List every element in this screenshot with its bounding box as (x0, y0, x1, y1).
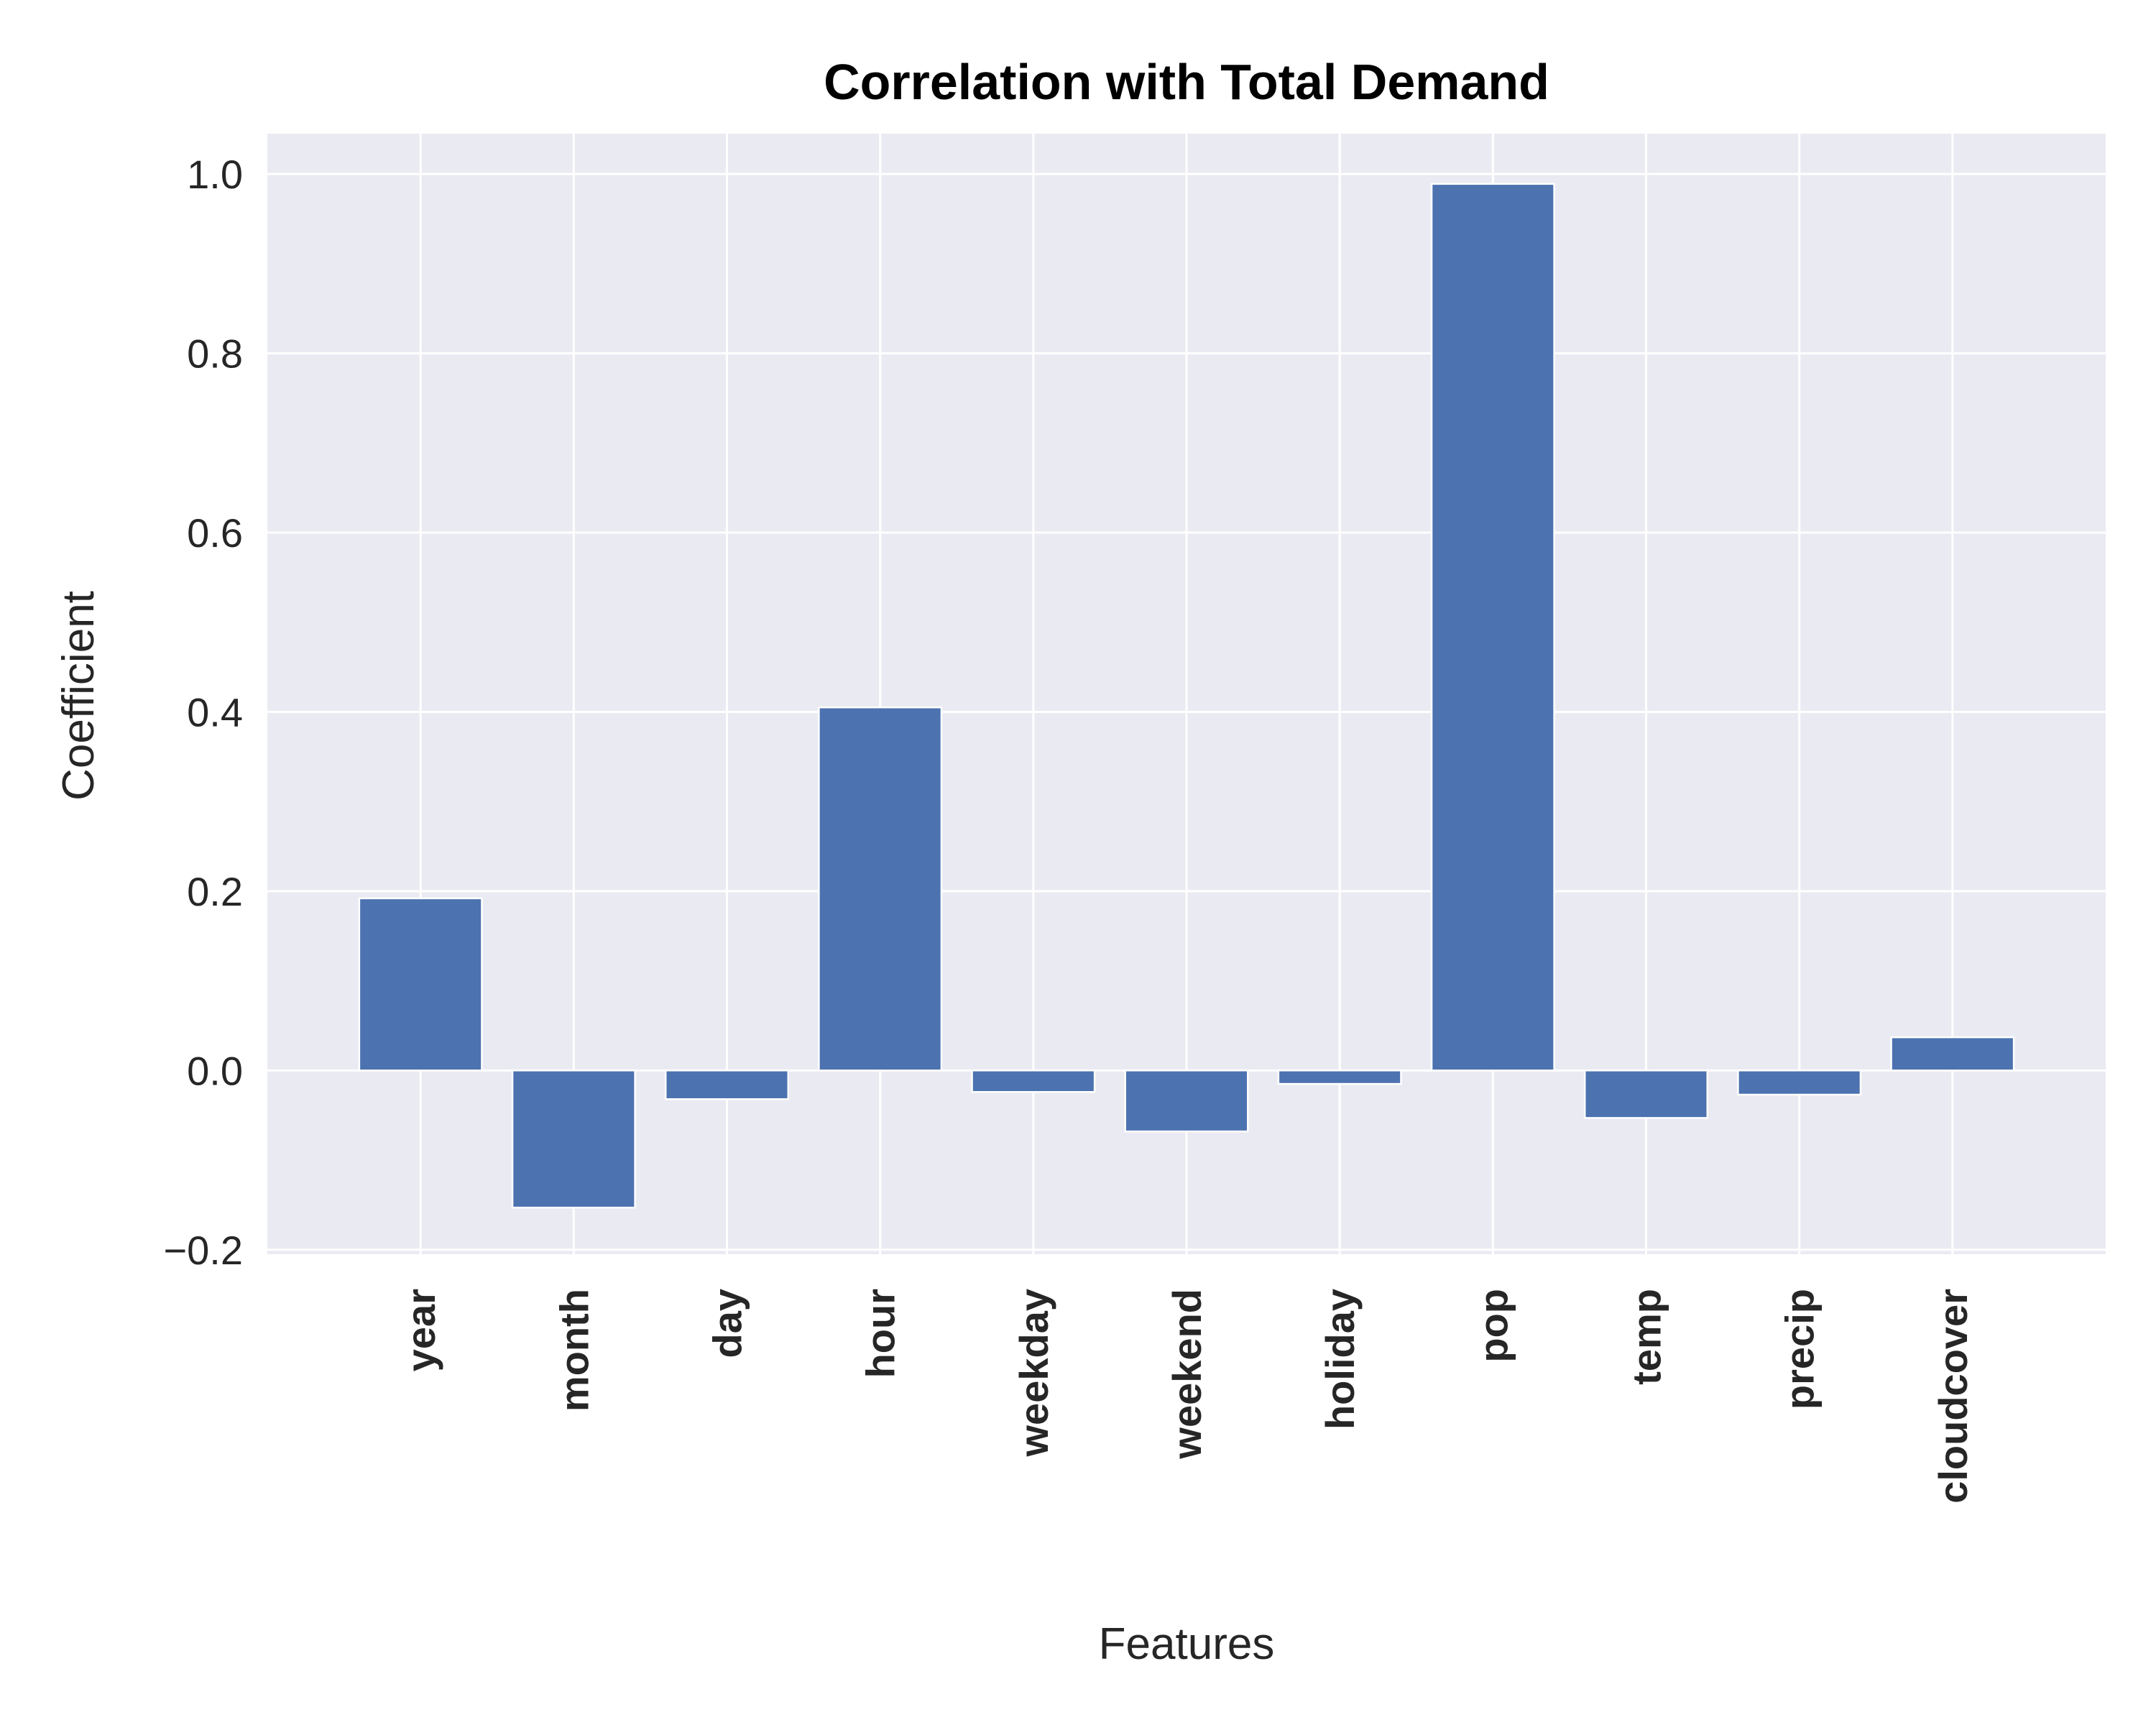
bar-month (511, 1070, 636, 1209)
x-tick-label: weekday (1011, 1289, 1056, 1458)
bar-weekday (971, 1070, 1096, 1093)
bar-hour (818, 706, 943, 1072)
bar-precip (1737, 1070, 1862, 1096)
y-tick-label: −0.2 (163, 1228, 243, 1273)
bar-pop (1430, 183, 1555, 1072)
x-tick-label: hour (858, 1289, 903, 1378)
x-tick-label: precip (1777, 1289, 1823, 1409)
x-tick-label: day (705, 1289, 750, 1358)
bar-holiday (1277, 1070, 1402, 1085)
y-tick-label: 0.6 (187, 510, 243, 556)
x-tick-label: pop (1470, 1289, 1516, 1363)
bar-temp (1583, 1070, 1709, 1119)
x-tick-label: holiday (1317, 1289, 1363, 1430)
y-tick-label: 0.2 (187, 869, 243, 914)
x-tick-label: year (398, 1289, 443, 1371)
x-axis-label: Features (1099, 1619, 1275, 1669)
x-tick-label: cloudcover (1930, 1289, 1976, 1504)
bars (358, 183, 2015, 1209)
x-tick-label: temp (1624, 1289, 1669, 1385)
y-tick-label: 0.8 (187, 331, 243, 377)
y-tick-label: 0.0 (187, 1048, 243, 1093)
chart-title: Correlation with Total Demand (824, 54, 1549, 110)
y-tick-label: 1.0 (187, 152, 243, 197)
x-tick-label: month (551, 1289, 596, 1412)
y-tick-label: 0.4 (187, 689, 243, 735)
bar-cloudcover (1890, 1036, 2015, 1072)
y-axis-ticks: −0.2 0.0 0.2 0.4 0.6 0.8 1.0 (163, 152, 243, 1273)
x-tick-label: weekend (1164, 1289, 1210, 1460)
y-axis-label: Coefficient (54, 591, 103, 801)
bar-day (664, 1070, 790, 1100)
x-axis-ticks: year month day hour weekday weekend holiday pop… (398, 1289, 1976, 1504)
bar-weekend (1124, 1070, 1249, 1133)
bar-year (358, 897, 483, 1072)
